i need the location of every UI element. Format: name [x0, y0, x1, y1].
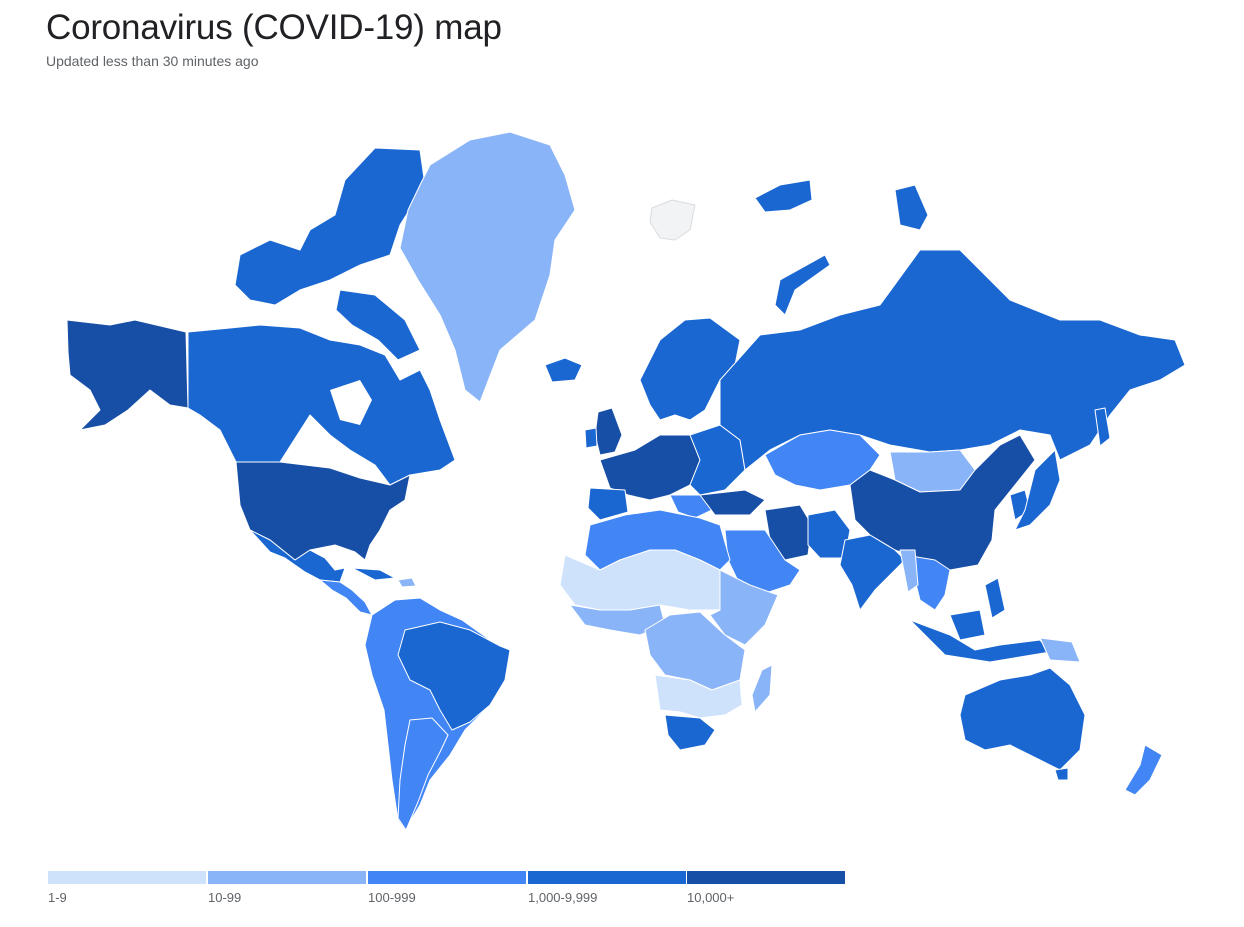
region-severnaya[interactable] [894, 184, 929, 231]
region-sakhalin[interactable] [1094, 407, 1111, 447]
region-canadian-arctic[interactable] [234, 147, 426, 306]
legend-item-1-9: 1-9 [48, 871, 206, 905]
region-philippines[interactable] [984, 577, 1006, 619]
legend-swatch [687, 871, 845, 884]
region-ireland[interactable] [584, 427, 598, 449]
region-australia[interactable] [959, 667, 1086, 771]
region-arabia[interactable] [724, 529, 801, 596]
page-title: Coronavirus (COVID-19) map [46, 8, 502, 47]
region-franz-josef[interactable] [754, 179, 813, 213]
region-baffin-island[interactable] [335, 289, 421, 361]
region-myanmar[interactable] [899, 549, 919, 593]
region-madagascar[interactable] [751, 664, 773, 713]
legend-item-1000-9999: 1,000-9,999 [528, 871, 686, 905]
legend-item-10000-plus: 10,000+ [687, 871, 845, 905]
region-borneo[interactable] [949, 609, 986, 641]
region-cuba[interactable] [351, 567, 396, 581]
region-iberia[interactable] [587, 487, 629, 521]
region-south-africa[interactable] [664, 714, 716, 751]
legend-label: 10,000+ [687, 890, 735, 905]
region-central-america[interactable] [319, 579, 373, 616]
region-turkey[interactable] [699, 489, 766, 516]
region-balkans[interactable] [669, 494, 713, 519]
region-japan[interactable] [1014, 449, 1061, 531]
legend-label: 100-999 [368, 890, 416, 905]
region-brazil[interactable] [397, 621, 511, 731]
legend-label: 1,000-9,999 [528, 890, 598, 905]
region-svalbard[interactable] [649, 199, 696, 241]
legend-label: 10-99 [208, 890, 242, 905]
region-tasmania[interactable] [1054, 767, 1069, 781]
region-caribbean[interactable] [397, 577, 417, 588]
region-uk[interactable] [594, 407, 623, 456]
region-southern-africa-north[interactable] [654, 674, 743, 719]
update-status: Updated less than 30 minutes ago [46, 53, 259, 69]
region-papua[interactable] [1039, 637, 1081, 663]
region-alaska[interactable] [66, 319, 189, 431]
legend-swatch [368, 871, 526, 884]
region-mexico[interactable] [249, 529, 346, 583]
legend-swatch [48, 871, 206, 884]
legend-label: 1-9 [48, 890, 67, 905]
legend-swatch [528, 871, 686, 884]
region-argentina[interactable] [397, 717, 449, 831]
legend-item-10-99: 10-99 [208, 871, 366, 905]
legend-item-100-999: 100-999 [368, 871, 526, 905]
region-india[interactable] [839, 534, 906, 611]
region-east-africa[interactable] [709, 569, 779, 646]
region-iceland[interactable] [544, 357, 583, 383]
world-map[interactable] [0, 90, 1244, 850]
legend-swatch [208, 871, 366, 884]
map-legend: 1-9 10-99 100-999 1,000-9,999 10,000+ [48, 871, 845, 911]
region-indonesia[interactable] [909, 619, 1051, 663]
region-new-zealand[interactable] [1124, 744, 1163, 796]
region-novaya-zemlya[interactable] [774, 254, 831, 316]
region-greenland[interactable] [399, 131, 576, 403]
